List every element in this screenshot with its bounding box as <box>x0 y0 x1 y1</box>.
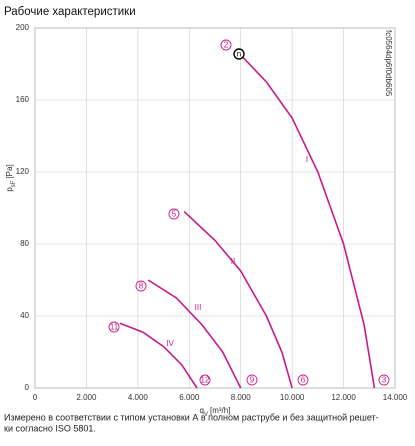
annotation-circle <box>297 374 309 386</box>
annotation: 8 <box>139 282 144 291</box>
x-axis-label-part: V <box>204 412 208 418</box>
annotation-circle <box>168 208 180 220</box>
annotation: 3 <box>382 376 387 385</box>
footnote: Измерено в соответствии с типом установк… <box>4 412 379 422</box>
curve <box>183 211 293 389</box>
annotation: n <box>237 50 241 59</box>
annotation: 5 <box>172 210 177 219</box>
curve-label: III <box>195 303 202 312</box>
annotation: 2 <box>224 41 229 50</box>
y-axis-label: psF [Pa] <box>5 164 16 191</box>
annotation: 9 <box>250 376 255 385</box>
curve-label: II <box>231 257 235 266</box>
curve <box>240 54 376 389</box>
annotation: 6 <box>301 376 306 385</box>
footnote: ки согласно ISO 5801. <box>4 423 96 433</box>
y-tick-label: 120 <box>16 167 30 176</box>
x-tick-label: 10.000 <box>280 393 305 402</box>
curve <box>147 279 242 389</box>
x-tick-label: 8.000 <box>231 393 252 402</box>
y-axis-label-part: [Pa] <box>5 164 14 178</box>
annotation-circle <box>108 321 120 333</box>
y-axis-label-part: p <box>5 187 14 192</box>
annotation-circle <box>220 39 232 51</box>
x-axis-label-part: [m³/h] <box>210 406 230 415</box>
annotation-circle <box>135 280 147 292</box>
annotation: 11 <box>110 323 119 332</box>
annotation-circle <box>199 374 211 386</box>
annotation-circle <box>233 48 245 60</box>
y-axis-label-part: sF <box>11 180 17 187</box>
y-tick-label: 0 <box>25 383 30 392</box>
code-label: fc0564dp6f0db605 <box>384 30 393 97</box>
annotation: 12 <box>201 376 210 385</box>
x-tick-label: 12.000 <box>331 393 356 402</box>
annotation-circle <box>246 374 258 386</box>
x-tick-label: 14.000 <box>383 393 408 402</box>
x-tick-label: 6.000 <box>179 393 200 402</box>
x-tick-label: 0 <box>33 393 38 402</box>
x-tick-label: 4.000 <box>128 393 149 402</box>
y-tick-label: 160 <box>16 95 30 104</box>
y-tick-label: 80 <box>20 239 29 248</box>
x-tick-label: 2.000 <box>76 393 97 402</box>
annotation-circle <box>378 374 390 386</box>
curve-label: IV <box>166 339 174 348</box>
y-tick-label: 200 <box>16 23 30 32</box>
y-tick-label: 40 <box>20 311 29 320</box>
plot-area <box>34 27 396 389</box>
chart-title: Рабочие характеристики <box>4 6 136 18</box>
curve-label: I <box>306 155 308 164</box>
x-axis-label: qV [m³/h] <box>200 406 231 417</box>
curve <box>119 322 198 389</box>
x-axis-label-part: q <box>200 406 204 415</box>
